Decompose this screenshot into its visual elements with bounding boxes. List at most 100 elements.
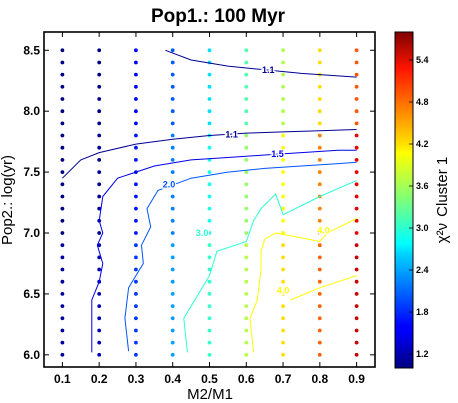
- data-point: [317, 158, 322, 162]
- data-point: [317, 243, 322, 248]
- colorbar-math-label: χ²ν: [434, 223, 451, 243]
- data-point: [134, 218, 138, 223]
- contour-line: [183, 180, 357, 353]
- data-point: [354, 97, 359, 101]
- data-point: [244, 328, 249, 333]
- data-point: [281, 84, 285, 89]
- data-point: [170, 170, 175, 175]
- chart-title: Pop1.: 100 Myr: [151, 6, 286, 27]
- colorbar-tick-label: 5.4: [416, 55, 429, 65]
- data-point: [170, 121, 175, 126]
- data-point: [317, 328, 322, 333]
- data-point: [170, 60, 175, 65]
- data-point: [134, 206, 138, 211]
- colorbar-tick-label: 1.2: [416, 349, 429, 359]
- data-point: [170, 97, 175, 101]
- y-tick-label: 6.0: [23, 348, 40, 362]
- data-point: [244, 304, 249, 308]
- data-point: [354, 48, 359, 53]
- data-point: [60, 255, 65, 260]
- data-point: [244, 158, 249, 162]
- data-point: [60, 304, 65, 308]
- data-point: [244, 231, 249, 235]
- x-tick-label: 0.5: [201, 372, 218, 386]
- data-point: [60, 48, 65, 53]
- data-point: [207, 255, 212, 260]
- data-point: [170, 304, 175, 308]
- data-point: [207, 72, 212, 77]
- x-tick-label: 0.7: [275, 372, 292, 386]
- data-point: [244, 121, 249, 126]
- data-point: [170, 243, 175, 248]
- data-point: [354, 133, 359, 138]
- data-point: [281, 304, 285, 308]
- data-point: [281, 292, 285, 296]
- data-point: [281, 206, 285, 211]
- data-point: [281, 72, 285, 77]
- data-point: [97, 182, 102, 187]
- data-point: [207, 206, 212, 211]
- data-point: [134, 304, 138, 308]
- data-point: [97, 97, 102, 101]
- data-point: [97, 121, 102, 126]
- data-point: [97, 194, 102, 199]
- colorbar-tick-label: 4.2: [416, 139, 429, 149]
- data-point: [244, 182, 249, 187]
- data-point: [354, 182, 359, 187]
- data-point: [60, 97, 65, 101]
- data-point: [60, 243, 65, 248]
- data-point: [97, 72, 102, 77]
- colorbar: [394, 31, 414, 369]
- contour-line: [290, 275, 357, 301]
- data-point: [97, 133, 102, 138]
- data-point: [97, 292, 102, 296]
- data-point: [134, 133, 138, 138]
- contour-label-layer: 1.1 1.1 1.5 2.0 3.0 4.0 4.0: [161, 64, 331, 297]
- contour-label: 4.0: [317, 226, 330, 236]
- data-point: [354, 316, 359, 321]
- data-point: [60, 60, 65, 65]
- data-point: [207, 231, 212, 235]
- x-tick-label: 0.1: [54, 372, 71, 386]
- data-point: [244, 316, 249, 321]
- data-point: [134, 97, 138, 101]
- data-point: [281, 170, 285, 175]
- data-point: [354, 170, 359, 175]
- data-point: [354, 292, 359, 296]
- data-point: [317, 133, 322, 138]
- data-point: [170, 133, 175, 138]
- data-point: [97, 109, 102, 114]
- data-point: [60, 292, 65, 296]
- data-point: [207, 328, 212, 333]
- data-point: [207, 304, 212, 308]
- data-point: [97, 84, 102, 89]
- data-point: [317, 121, 322, 126]
- data-point: [207, 121, 212, 126]
- data-point: [281, 316, 285, 321]
- data-point: [97, 48, 102, 53]
- data-point: [317, 48, 322, 53]
- data-point: [60, 316, 65, 321]
- y-ticks: 6.0 6.5 7.0 7.5 8.0 8.5: [23, 43, 375, 362]
- data-point: [97, 145, 102, 150]
- contour-label: 3.0: [196, 228, 209, 238]
- data-point: [244, 48, 249, 53]
- data-point: [281, 243, 285, 248]
- data-point: [60, 231, 65, 235]
- x-tick-label: 0.4: [164, 372, 181, 386]
- data-point: [170, 48, 175, 53]
- data-point: [97, 60, 102, 65]
- data-point: [354, 243, 359, 248]
- data-point: [170, 72, 175, 77]
- data-point: [244, 279, 249, 284]
- data-point: [134, 72, 138, 77]
- contour-label: 1.1: [262, 65, 275, 75]
- data-point: [134, 316, 138, 321]
- data-point: [134, 48, 138, 53]
- data-point: [134, 340, 138, 345]
- data-point: [317, 182, 322, 187]
- contour-line: [91, 149, 357, 353]
- data-point: [244, 145, 249, 150]
- data-point: [354, 328, 359, 333]
- contour-line: [165, 49, 357, 78]
